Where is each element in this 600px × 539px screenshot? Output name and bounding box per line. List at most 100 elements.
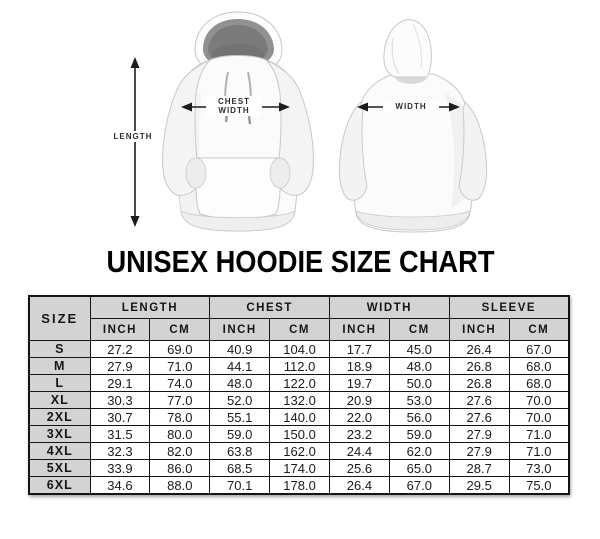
measurement-cell: 17.7 (329, 340, 390, 358)
measurement-cell: 68.5 (209, 459, 271, 477)
front-hem (180, 210, 296, 232)
measurement-cell: 112.0 (269, 357, 330, 375)
measurement-cell: 78.0 (149, 408, 211, 426)
header-unit: CM (508, 318, 570, 341)
size-cell: 3XL (28, 425, 91, 443)
measurement-cell: 55.1 (209, 408, 271, 426)
header-unit: CM (269, 318, 330, 341)
measurement-cell: 26.8 (448, 374, 510, 392)
measurement-cell: 69.0 (149, 340, 211, 358)
table-row: L 29.1 74.0 48.0 122.0 19.7 50.0 26.8 68.0 (28, 374, 570, 392)
page-title: UNISEX HOODIE SIZE CHART (0, 245, 600, 279)
measurement-cell: 74.0 (149, 374, 211, 392)
table-row: 5XL 33.9 86.0 68.5 174.0 25.6 65.0 28.7 73.0 (28, 459, 570, 477)
measurement-cell: 27.9 (89, 357, 151, 375)
measurement-cell: 45.0 (388, 340, 450, 358)
measurement-cell: 88.0 (149, 476, 211, 495)
header-unit: CM (388, 318, 450, 341)
measurement-cell: 25.6 (329, 459, 390, 477)
chest-label-line2: WIDTH (218, 106, 250, 116)
measurement-cell: 26.4 (329, 476, 390, 495)
back-sleeves (338, 101, 488, 201)
measurement-cell: 80.0 (149, 425, 211, 443)
table-row: 2XL 30.7 78.0 55.1 140.0 22.0 56.0 27.6 70.0 (28, 408, 570, 426)
page-title-text: UNISEX HOODIE SIZE CHART (105, 244, 495, 279)
measurement-cell: 50.0 (388, 374, 450, 392)
size-table-header: SIZE LENGTH CHEST WIDTH SLEEVE INCH CM I… (28, 295, 570, 341)
size-cell: 2XL (28, 408, 91, 426)
size-table: SIZE LENGTH CHEST WIDTH SLEEVE INCH CM I… (28, 295, 570, 495)
header-unit: INCH (209, 318, 271, 341)
measurement-cell: 40.9 (209, 340, 271, 358)
measurement-cell: 56.0 (388, 408, 450, 426)
measurement-cell: 71.0 (149, 357, 211, 375)
measurement-cell: 29.5 (448, 476, 510, 495)
back-width-measurement-label: WIDTH (383, 101, 439, 113)
measurement-cell: 68.0 (508, 357, 570, 375)
header-size: SIZE (28, 295, 91, 341)
measurement-cell: 44.1 (209, 357, 271, 375)
measurement-cell: 70.1 (209, 476, 271, 495)
size-cell: 4XL (28, 442, 91, 460)
table-row: S 27.2 69.0 40.9 104.0 17.7 45.0 26.4 67.0 (28, 340, 570, 358)
size-cell: XL (28, 391, 91, 409)
table-row: 3XL 31.5 80.0 59.0 150.0 23.2 59.0 27.9 71.0 (28, 425, 570, 443)
measurement-cell: 22.0 (329, 408, 390, 426)
table-row: 4XL 32.3 82.0 63.8 162.0 24.4 62.0 27.9 71.0 (28, 442, 570, 460)
measurement-cell: 52.0 (209, 391, 271, 409)
measurement-cell: 178.0 (269, 476, 330, 495)
front-sleeves (162, 59, 314, 196)
measurement-cell: 24.4 (329, 442, 390, 460)
size-cell: S (28, 340, 91, 358)
measurement-cell: 62.0 (388, 442, 450, 460)
measurement-cell: 162.0 (269, 442, 330, 460)
measurement-cell: 67.0 (388, 476, 450, 495)
measurement-cell: 70.0 (508, 391, 570, 409)
measurement-cell: 63.8 (209, 442, 271, 460)
measurement-cell: 59.0 (209, 425, 271, 443)
measurement-cell: 53.0 (388, 391, 450, 409)
back-hem (355, 210, 471, 231)
measurement-cell: 19.7 (329, 374, 390, 392)
table-row: 6XL 34.6 88.0 70.1 178.0 26.4 67.0 29.5 75.0 (28, 476, 570, 495)
measurement-cell: 30.7 (89, 408, 151, 426)
size-cell: L (28, 374, 91, 392)
measurement-cell: 86.0 (149, 459, 211, 477)
measurement-cell: 48.0 (388, 357, 450, 375)
size-cell: 5XL (28, 459, 91, 477)
measurement-cell: 27.9 (448, 425, 510, 443)
measurement-cell: 20.9 (329, 391, 390, 409)
table-row: XL 30.3 77.0 52.0 132.0 20.9 53.0 27.6 70.0 (28, 391, 570, 409)
measurement-cell: 104.0 (269, 340, 330, 358)
header-width: WIDTH (329, 295, 450, 319)
measurement-cell: 77.0 (149, 391, 211, 409)
measurement-cell: 34.6 (89, 476, 151, 495)
header-length: LENGTH (89, 295, 211, 319)
front-pocket (185, 157, 291, 220)
chest-label-line1: CHEST (217, 97, 251, 106)
measurement-cell: 59.0 (388, 425, 450, 443)
measurement-cell: 70.0 (508, 408, 570, 426)
header-sleeve: SLEEVE (448, 295, 570, 319)
measurement-arrows (130, 57, 460, 227)
length-measurement-label: LENGTH (103, 131, 163, 143)
measurement-cell: 27.9 (448, 442, 510, 460)
measurement-cell: 33.9 (89, 459, 151, 477)
size-cell: 6XL (28, 476, 91, 495)
measurement-cell: 132.0 (269, 391, 330, 409)
measurement-cell: 122.0 (269, 374, 330, 392)
measurement-cell: 23.2 (329, 425, 390, 443)
measurement-cell: 48.0 (209, 374, 271, 392)
header-unit: INCH (448, 318, 510, 341)
table-row: M 27.9 71.0 44.1 112.0 18.9 48.0 26.8 68.0 (28, 357, 570, 375)
measurement-cell: 27.2 (89, 340, 151, 358)
measurement-cell: 27.6 (448, 391, 510, 409)
measurement-cell: 26.4 (448, 340, 510, 358)
measurement-cell: 75.0 (508, 476, 570, 495)
measurement-cell: 28.7 (448, 459, 510, 477)
measurement-cell: 26.8 (448, 357, 510, 375)
header-unit: CM (149, 318, 211, 341)
measurement-cell: 30.3 (89, 391, 151, 409)
header-unit: INCH (89, 318, 151, 341)
